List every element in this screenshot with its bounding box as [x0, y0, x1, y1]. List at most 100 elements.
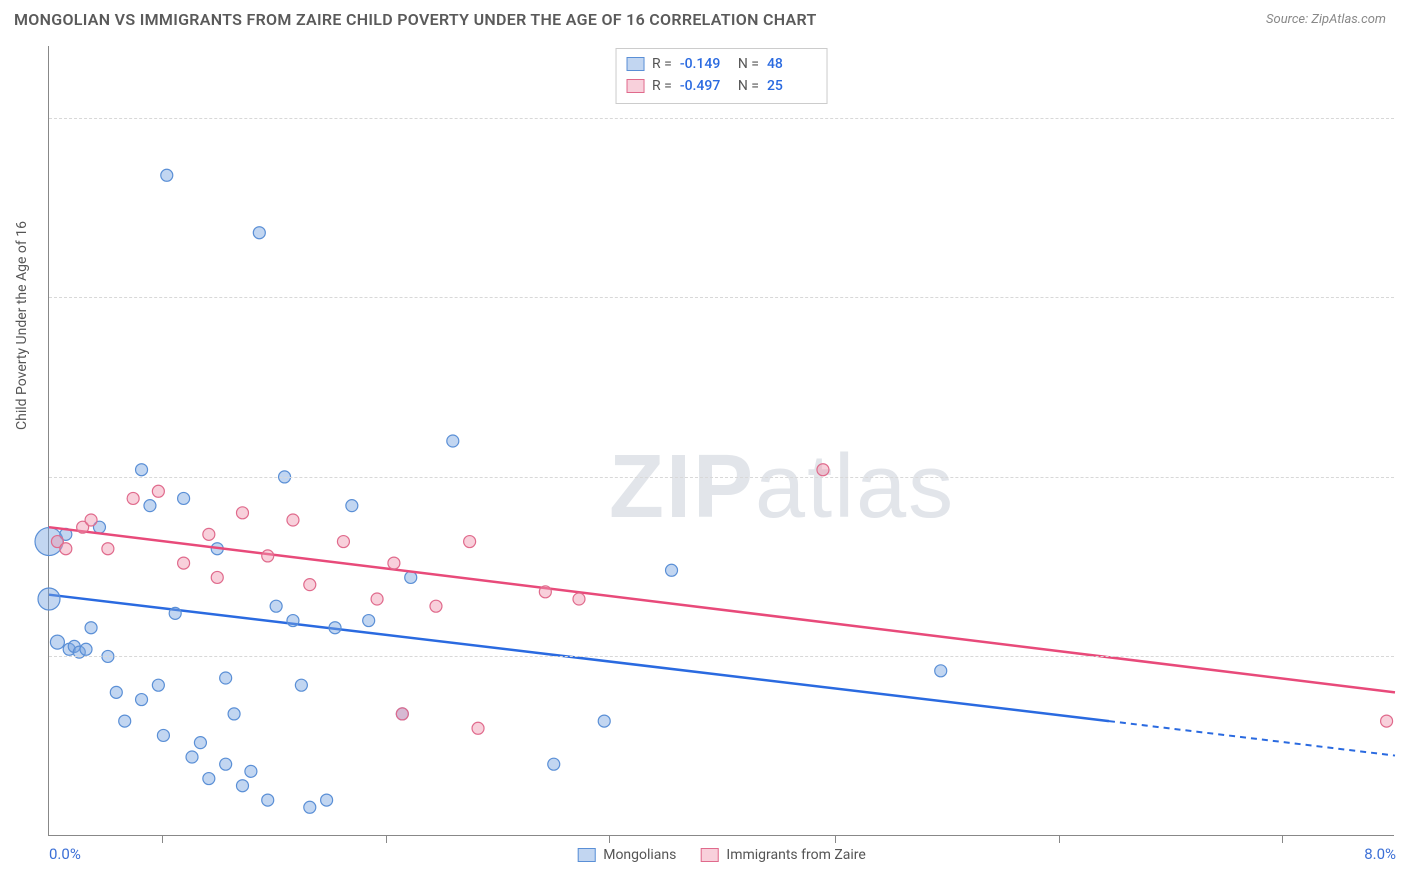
- legend-swatch-zaire: [700, 848, 718, 862]
- data-point: [304, 579, 316, 591]
- data-point: [329, 622, 341, 634]
- data-point: [178, 492, 190, 504]
- legend-label-zaire: Immigrants from Zaire: [726, 847, 865, 863]
- data-point: [211, 571, 223, 583]
- xtick: [162, 835, 163, 843]
- ytick-label: 37.5%: [1399, 288, 1406, 306]
- data-point: [119, 715, 131, 727]
- regression-line: [49, 527, 1395, 692]
- data-point: [371, 593, 383, 605]
- legend-swatch-1: [626, 57, 644, 71]
- y-axis-label: Child Poverty Under the Age of 16: [14, 221, 30, 430]
- r-value-2: -0.497: [680, 78, 730, 94]
- gridline-h: [49, 118, 1394, 119]
- data-point: [102, 543, 114, 555]
- data-point: [262, 794, 274, 806]
- data-point: [548, 758, 560, 770]
- regression-line: [49, 595, 1109, 721]
- data-point: [935, 665, 947, 677]
- data-point: [127, 492, 139, 504]
- data-point: [228, 708, 240, 720]
- data-point: [186, 751, 198, 763]
- data-point: [321, 794, 333, 806]
- data-point: [539, 586, 551, 598]
- data-point: [447, 435, 459, 447]
- data-point: [363, 615, 375, 627]
- ytick-label: 50.0%: [1399, 109, 1406, 127]
- data-point: [136, 464, 148, 476]
- ytick-label: 25.0%: [1399, 468, 1406, 486]
- data-point: [157, 729, 169, 741]
- legend-swatch-mongolians: [577, 848, 595, 862]
- data-point: [220, 672, 232, 684]
- regression-line-dash: [1109, 721, 1395, 755]
- data-point: [262, 550, 274, 562]
- data-point: [287, 514, 299, 526]
- data-point: [346, 500, 358, 512]
- x-max-label: 8.0%: [1364, 845, 1396, 863]
- data-point: [178, 557, 190, 569]
- data-point: [152, 485, 164, 497]
- data-point: [85, 622, 97, 634]
- data-point: [110, 686, 122, 698]
- data-point: [666, 564, 678, 576]
- data-point: [236, 507, 248, 519]
- data-point: [253, 227, 265, 239]
- xtick: [1282, 835, 1283, 843]
- gridline-h: [49, 477, 1394, 478]
- legend-swatch-2: [626, 79, 644, 93]
- legend-item-zaire: Immigrants from Zaire: [700, 847, 865, 863]
- n-value-2: 25: [767, 78, 817, 94]
- xtick: [1059, 835, 1060, 843]
- data-point: [169, 607, 181, 619]
- data-point: [236, 780, 248, 792]
- data-point: [472, 722, 484, 734]
- data-point: [245, 765, 257, 777]
- data-point: [85, 514, 97, 526]
- x-min-label: 0.0%: [49, 845, 81, 863]
- ytick-label: 12.5%: [1399, 647, 1406, 665]
- data-point: [38, 588, 60, 610]
- data-point: [573, 593, 585, 605]
- data-point: [144, 500, 156, 512]
- data-point: [60, 543, 72, 555]
- xtick: [609, 835, 610, 843]
- legend-item-mongolians: Mongolians: [577, 847, 676, 863]
- data-point: [161, 169, 173, 181]
- plot-svg: [49, 46, 1394, 835]
- data-point: [337, 536, 349, 548]
- data-point: [817, 464, 829, 476]
- gridline-h: [49, 656, 1394, 657]
- data-point: [136, 694, 148, 706]
- data-point: [1381, 715, 1393, 727]
- legend-row-2: R = -0.497 N = 25: [626, 75, 817, 97]
- data-point: [194, 737, 206, 749]
- data-point: [598, 715, 610, 727]
- data-point: [152, 679, 164, 691]
- xtick: [386, 835, 387, 843]
- data-point: [464, 536, 476, 548]
- data-point: [388, 557, 400, 569]
- data-point: [304, 801, 316, 813]
- data-point: [50, 635, 64, 649]
- correlation-legend: R = -0.149 N = 48 R = -0.497 N = 25: [615, 48, 828, 104]
- chart-title: MONGOLIAN VS IMMIGRANTS FROM ZAIRE CHILD…: [14, 10, 817, 29]
- data-point: [203, 773, 215, 785]
- data-point: [203, 528, 215, 540]
- plot-area: ZIPatlas R = -0.149 N = 48 R = -0.497 N …: [48, 46, 1394, 836]
- r-value-1: -0.149: [680, 56, 730, 72]
- series-legend: Mongolians Immigrants from Zaire: [577, 847, 866, 863]
- source-attribution: Source: ZipAtlas.com: [1266, 12, 1386, 27]
- legend-row-1: R = -0.149 N = 48: [626, 53, 817, 75]
- data-point: [270, 600, 282, 612]
- data-point: [430, 600, 442, 612]
- legend-label-mongolians: Mongolians: [603, 847, 676, 863]
- data-point: [220, 758, 232, 770]
- xtick: [835, 835, 836, 843]
- data-point: [80, 643, 92, 655]
- n-value-1: 48: [767, 56, 817, 72]
- data-point: [396, 708, 408, 720]
- gridline-h: [49, 297, 1394, 298]
- data-point: [287, 615, 299, 627]
- data-point: [295, 679, 307, 691]
